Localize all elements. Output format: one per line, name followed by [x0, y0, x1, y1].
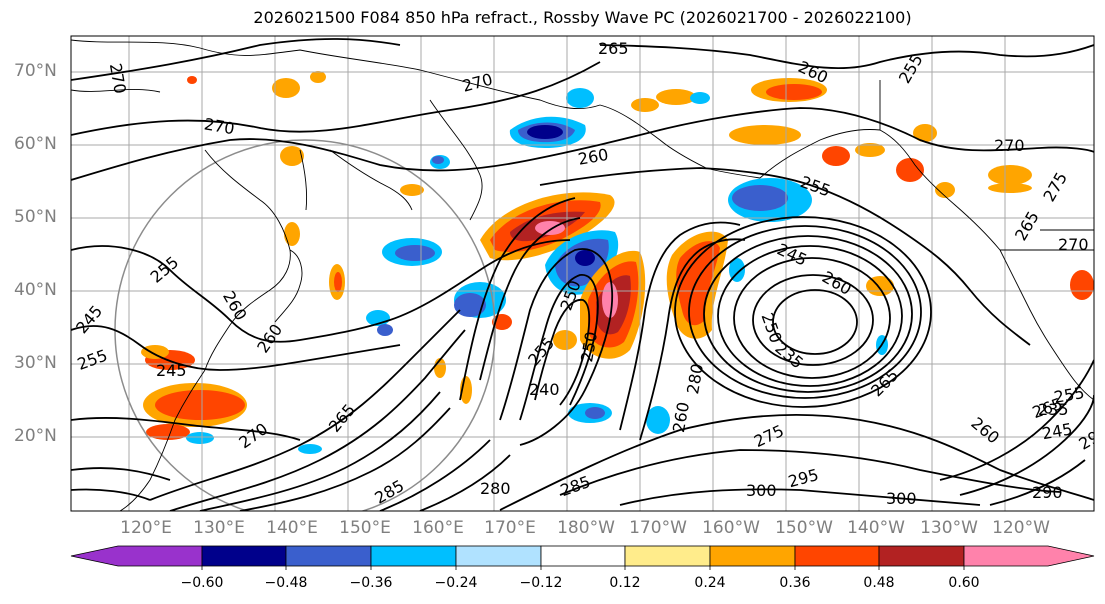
map-frame [70, 35, 1095, 512]
anomaly-patch [896, 158, 924, 182]
lat-label: 60°N [14, 134, 57, 154]
anomaly-patch [729, 125, 801, 145]
contour-label: 245 [156, 361, 187, 380]
lat-label: 70°N [14, 61, 57, 81]
anomaly-patch [280, 146, 304, 166]
lon-label: 130°W [920, 518, 978, 538]
lon-label: 130°E [193, 518, 245, 538]
colorbar-tick-label: −0.12 [519, 575, 563, 591]
anomaly-patch [298, 444, 322, 454]
lon-label: 170°W [629, 518, 687, 538]
colorbar-ticks [201, 566, 965, 570]
contour-label: 300 [886, 489, 917, 508]
contour-label: 270 [1058, 235, 1089, 254]
anomaly-patch [553, 330, 577, 350]
anomaly-patch [575, 250, 595, 266]
colorbar-tick-label: −0.60 [180, 575, 224, 591]
anomaly-patch [602, 282, 618, 318]
anomaly-patch [527, 125, 563, 139]
anomaly-patch [913, 124, 937, 142]
colorbar-segment [370, 545, 457, 567]
anomaly-patch [155, 390, 245, 420]
anomaly-patch [585, 407, 605, 419]
lon-label: 160°W [702, 518, 760, 538]
anomaly-patch [272, 78, 300, 98]
anomaly-patch [1070, 270, 1094, 300]
anomaly-patch [988, 183, 1032, 193]
anomaly-patch [432, 156, 444, 164]
lat-label: 40°N [14, 280, 57, 300]
colorbar-segment [70, 545, 203, 567]
colorbar-segment [794, 545, 880, 567]
colorbar-tick-label: −0.24 [434, 575, 478, 591]
anomaly-patch [566, 88, 594, 108]
colorbar-segment [285, 545, 372, 567]
map-title: 2026021500 F084 850 hPa refract., Rossby… [253, 8, 912, 27]
lon-label: 180°W [557, 518, 615, 538]
lon-label: 160°E [412, 518, 464, 538]
anomaly-patch [334, 272, 342, 292]
colorbar-tick-label: 0.60 [948, 575, 980, 591]
lat-label: 30°N [14, 353, 57, 373]
anomaly-patch [855, 143, 885, 157]
lon-label: 140°E [266, 518, 318, 538]
colorbar-tick-label: 0.48 [863, 575, 895, 591]
colorbar-segment [455, 545, 542, 567]
refractivity-contours [71, 38, 1094, 511]
colorbar-segment [624, 545, 711, 567]
lon-label: 120°W [992, 518, 1050, 538]
colorbar [70, 545, 1095, 570]
anomaly-patch [141, 345, 169, 359]
map-plot-area: 270 265 270 260 255 270 260 255 270 265 … [71, 36, 1094, 511]
contour-label: 240 [529, 380, 560, 399]
colorbar-tick-label: −0.36 [349, 575, 393, 591]
lon-label: 150°E [339, 518, 391, 538]
anomaly-patch [187, 76, 197, 84]
colorbar-tick-label: 0.36 [779, 575, 811, 591]
anomaly-patch [310, 71, 326, 83]
lat-label: 50°N [14, 207, 57, 227]
lon-label: 140°W [847, 518, 905, 538]
contour-label: 265 [598, 39, 629, 58]
anomaly-patch [732, 185, 788, 211]
anomaly-patch [935, 182, 955, 198]
anomaly-patch [690, 92, 710, 104]
coastlines [71, 39, 1094, 511]
colorbar-segment [709, 545, 796, 567]
colorbar-segment [878, 545, 965, 567]
anomaly-patch [656, 89, 696, 105]
colorbar-segment [540, 545, 626, 567]
anomaly-patch [146, 424, 190, 440]
lat-label: 20°N [14, 426, 57, 446]
contour-label: 300 [746, 481, 777, 500]
anomaly-patch [186, 432, 214, 444]
anomaly-patch [822, 146, 850, 166]
contour-label: 280 [480, 479, 511, 498]
contour-label: 235 [1038, 400, 1069, 419]
contour-label: 290 [1032, 483, 1063, 502]
colorbar-segment [201, 545, 287, 567]
colorbar-tick-label: 0.24 [694, 575, 726, 591]
anomaly-patch [646, 406, 670, 434]
colorbar-segment [963, 545, 1095, 567]
anomaly-patch [631, 98, 659, 112]
colorbar-tick-label: −0.48 [264, 575, 308, 591]
anomaly-patch [729, 258, 745, 282]
anomaly-patch [766, 84, 822, 100]
anomaly-patch [284, 222, 300, 246]
contour-label: 270 [994, 136, 1025, 155]
anomaly-patch [377, 324, 393, 336]
anomaly-patch [988, 165, 1032, 185]
lon-label: 120°E [120, 518, 172, 538]
colorbar-tick-label: 0.12 [609, 575, 641, 591]
lon-label: 150°W [775, 518, 833, 538]
anomaly-patch [454, 293, 486, 317]
anomaly-patch [400, 184, 424, 196]
anomaly-patch [395, 245, 435, 261]
lon-label: 170°E [484, 518, 536, 538]
